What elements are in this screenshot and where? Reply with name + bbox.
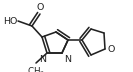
Text: O: O xyxy=(36,3,44,12)
Text: O: O xyxy=(107,46,114,55)
Text: CH$_3$: CH$_3$ xyxy=(27,65,45,72)
Text: HO: HO xyxy=(3,16,17,25)
Text: N: N xyxy=(39,55,46,64)
Text: N: N xyxy=(64,55,71,64)
